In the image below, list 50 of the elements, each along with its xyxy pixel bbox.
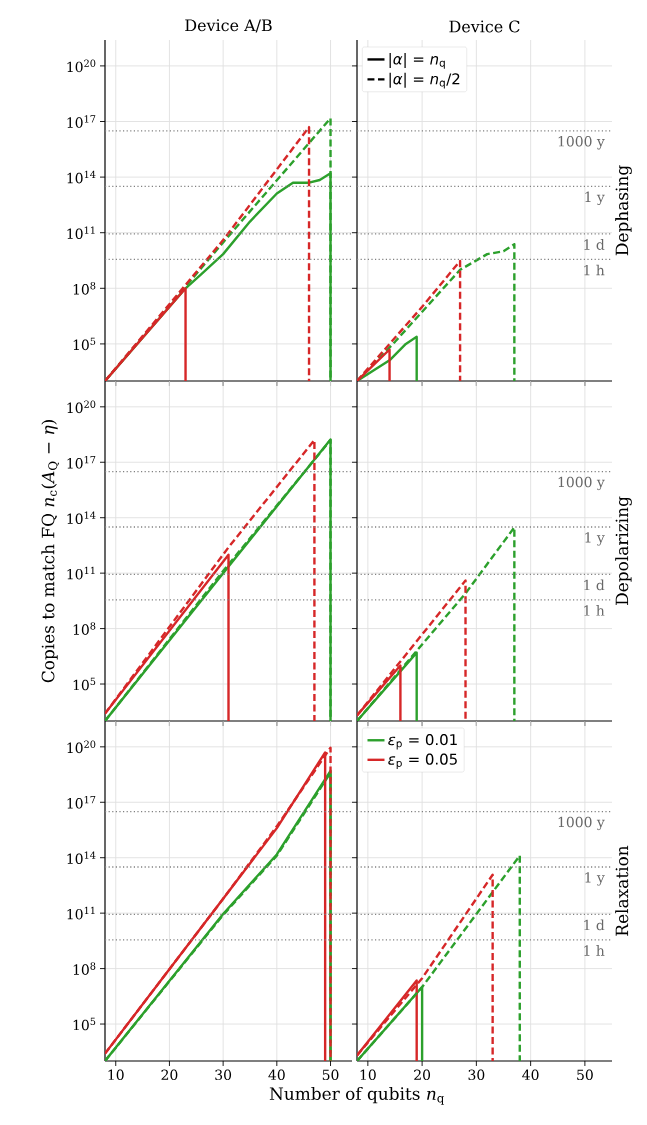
ref-line-label: 1 d [584,239,605,250]
y-tick-label: 10$^{17}$ [67,455,96,469]
ref-line-label: 1000 y [558,135,605,150]
y-tick-label: 10$^{5}$ [73,677,96,691]
x-tick-label: 10 [360,1069,376,1081]
y2-axis-title: Depolarizing [615,496,632,605]
ref-line-label: 1 y [585,532,605,546]
y-tick-label: 10$^{20}$ [67,740,96,754]
ref-line-label: 1 h [584,945,605,956]
ref-line-label: 1 y [585,872,605,886]
y-tick-label: 10$^{11}$ [67,906,95,920]
y-tick-label: 10$^{5}$ [73,1017,96,1031]
y2-axis-title: Relaxation [615,845,629,936]
y-tick-label: 10$^{17}$ [67,795,96,809]
ref-line-label: 1 h [584,264,605,276]
x-axis-title: Number of qubits n$_{q}$ [269,1086,445,1105]
y-tick-label: 10$^{8}$ [73,962,96,975]
y-tick-label: 10$^{17}$ [67,115,96,128]
legend-label: |α| = n$_{q}$ [389,52,445,69]
x-tick-label: 30 [215,1069,232,1081]
y-tick-label: 10$^{11}$ [67,566,95,580]
x-tick-label: 50 [577,1069,593,1081]
x-tick-label: 30 [468,1069,485,1081]
legend-label: |α| = n$_{q}$/2 [389,72,460,89]
y-tick-label: 10$^{14}$ [67,170,96,184]
y-tick-label: 10$^{5}$ [73,337,96,351]
legend-label: ε$_{p}$ = 0.05 [388,753,457,769]
ref-line-label: 1000 y [558,476,605,491]
y-tick-label: 10$^{8}$ [73,622,96,635]
legend-label: ε$_{p}$ = 0.01 [388,733,457,750]
ref-line-label: 1000 y [558,816,605,831]
ref-line-label: 1 y [585,191,605,206]
ref-line-label: 1 d [584,919,605,931]
x-tick-label: 40 [522,1069,539,1081]
y-tick-label: 10$^{14}$ [67,511,96,525]
y-tick-label: 10$^{20}$ [67,400,96,414]
x-tick-label: 50 [322,1069,339,1081]
y-tick-label: 10$^{11}$ [67,226,95,240]
ref-line-label: 1 h [584,605,605,616]
x-tick-label: 40 [268,1069,285,1081]
chart-title: Device C [449,20,520,33]
y2-axis-title: Dephasing [615,165,632,256]
ref-line-label: 1 d [584,579,605,591]
y-tick-label: 10$^{14}$ [67,851,96,865]
y-tick-label: 10$^{8}$ [73,281,96,295]
x-tick-label: 10 [108,1069,124,1081]
y-tick-label: 10$^{20}$ [67,59,96,73]
x-tick-label: 20 [414,1069,431,1081]
chart-title: Device A/B [185,19,272,33]
x-tick-label: 20 [161,1069,178,1081]
